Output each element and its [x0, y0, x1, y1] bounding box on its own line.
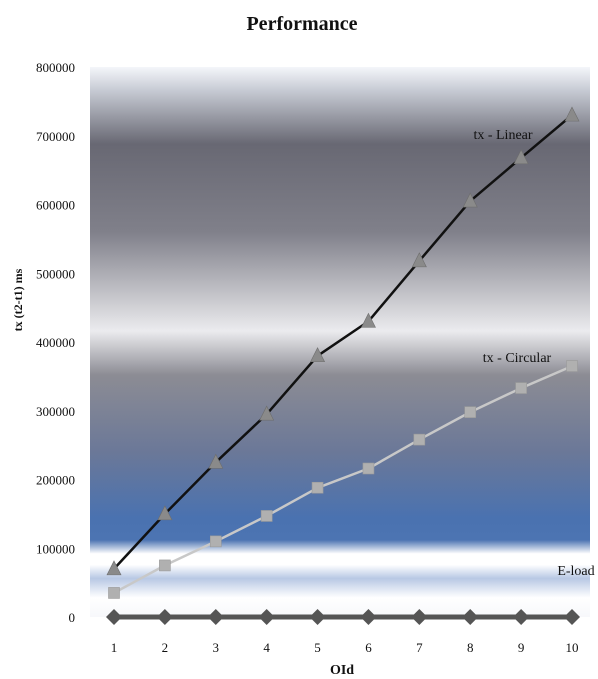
- data-point-eload: [156, 609, 173, 625]
- data-point-circular: [260, 510, 273, 522]
- y-tick-label: 100000: [36, 541, 75, 556]
- data-point-circular: [566, 360, 578, 372]
- series-line-circular: [113, 364, 573, 594]
- y-tick-label: 0: [69, 610, 76, 625]
- data-point-linear: [157, 505, 173, 521]
- series-line-linear: [113, 114, 573, 570]
- chart-title: Performance: [246, 13, 357, 35]
- y-tick-label: 800000: [36, 60, 75, 75]
- data-point-eload: [462, 609, 479, 625]
- data-point-linear: [564, 106, 580, 122]
- series-label-eload: E-load: [557, 564, 594, 579]
- series-label-circular: tx - Circular: [483, 351, 552, 366]
- data-point-linear: [310, 347, 326, 363]
- series-lines: [113, 114, 573, 620]
- data-point-circular: [362, 462, 375, 475]
- x-tick-label: 5: [314, 640, 321, 655]
- x-tick-label: 1: [111, 640, 118, 655]
- x-tick-label: 6: [365, 640, 372, 655]
- data-point-circular: [515, 382, 527, 394]
- x-tick-label: 8: [467, 640, 474, 655]
- x-axis-ticks: 1 2 3 4 5 6 7 8 9 10: [111, 640, 579, 655]
- data-point-linear: [259, 405, 275, 421]
- data-point-linear: [513, 149, 529, 165]
- data-point-linear: [411, 252, 427, 268]
- y-tick-label: 500000: [36, 266, 75, 281]
- data-point-eload: [207, 609, 224, 625]
- y-tick-label: 600000: [36, 198, 75, 213]
- data-point-eload: [411, 609, 428, 625]
- x-tick-label: 4: [263, 640, 270, 655]
- data-point-linear: [208, 453, 224, 469]
- y-axis-label: tx (t2-t1) ms: [11, 268, 25, 331]
- y-tick-label: 700000: [36, 129, 75, 144]
- data-point-linear: [462, 192, 478, 208]
- data-point-eload: [360, 609, 377, 625]
- data-point-circular: [413, 433, 426, 446]
- data-point-eload: [106, 609, 122, 625]
- data-point-circular: [108, 587, 120, 599]
- y-tick-label: 200000: [36, 473, 75, 488]
- x-tick-label: 10: [566, 640, 579, 655]
- data-point-circular: [464, 406, 477, 418]
- data-point-linear: [360, 312, 376, 328]
- x-tick-label: 7: [416, 640, 423, 655]
- data-point-circular: [159, 559, 171, 572]
- x-axis-label: OId: [330, 663, 354, 674]
- data-point-eload: [309, 609, 326, 625]
- series-labels: tx - Linear tx - Circular E-load: [473, 128, 594, 579]
- x-tick-label: 3: [213, 640, 220, 655]
- data-point-linear: [106, 560, 122, 576]
- data-point-eload: [513, 609, 530, 625]
- data-point-eload: [258, 609, 275, 625]
- y-tick-label: 400000: [36, 335, 75, 350]
- data-point-circular: [209, 535, 222, 548]
- series-label-linear: tx - Linear: [473, 128, 532, 143]
- x-tick-label: 2: [162, 640, 169, 655]
- data-point-circular: [311, 481, 324, 494]
- series-markers: [106, 106, 580, 625]
- y-axis-ticks: 0 100000 200000 300000 400000 500000 600000 700…: [36, 60, 75, 625]
- x-tick-label: 9: [518, 640, 525, 655]
- y-tick-label: 300000: [36, 404, 75, 419]
- data-point-eload: [564, 609, 580, 625]
